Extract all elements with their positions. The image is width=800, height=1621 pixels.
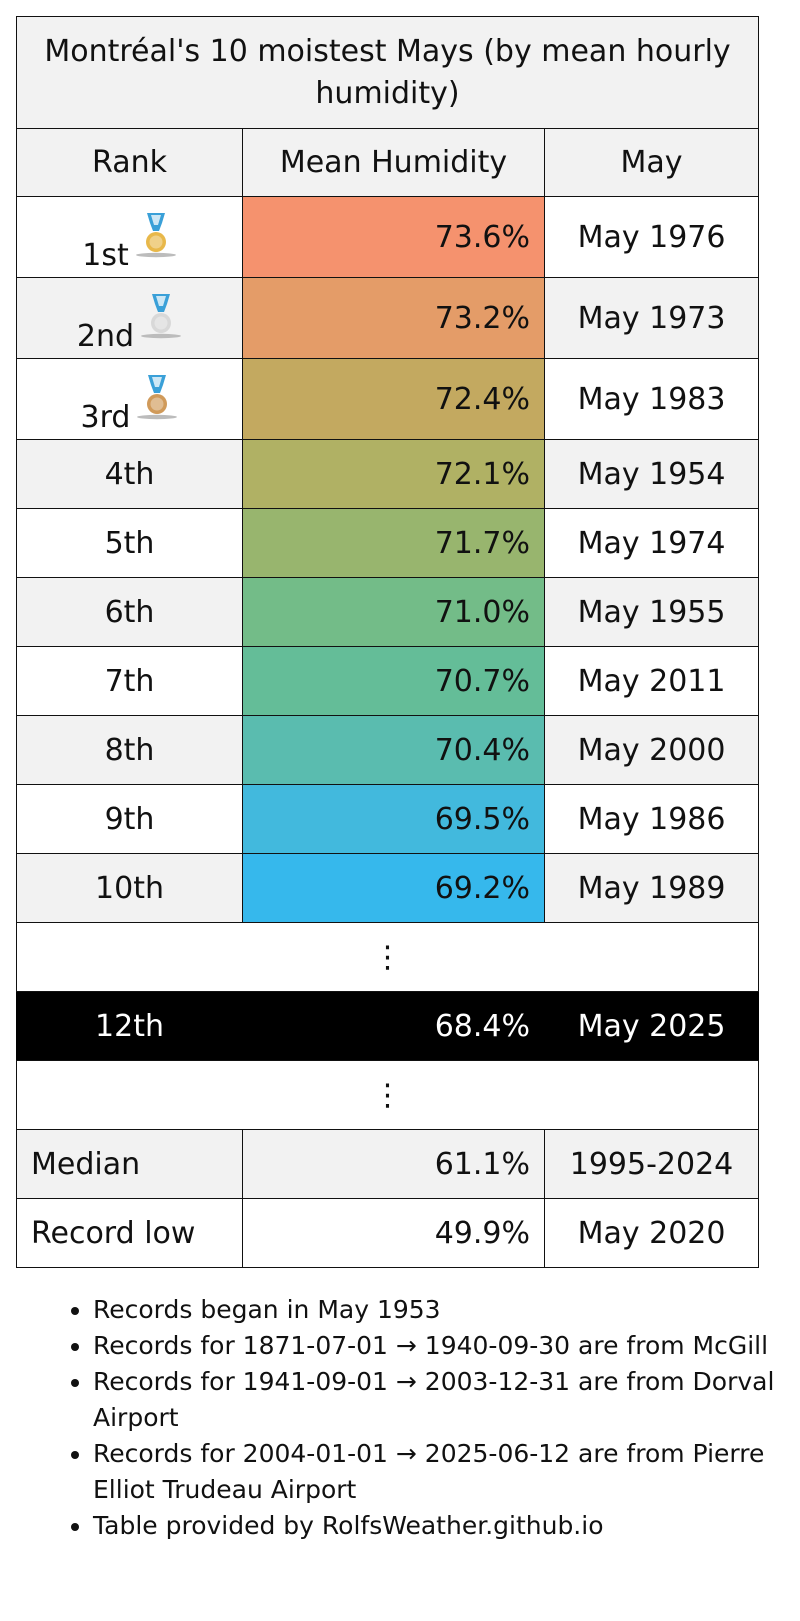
header-row: Rank Mean Humidity May	[16, 128, 760, 197]
rank-cell: 1st	[16, 196, 243, 278]
rank-cell: 6th	[16, 577, 243, 647]
rank-cell: 7th	[16, 646, 243, 716]
table-row: 1st 73.6% May 1976	[16, 196, 760, 278]
may-cell: May 1973	[543, 277, 760, 359]
may-cell: May 1976	[543, 196, 760, 278]
rank-cell: 8th	[16, 715, 243, 785]
median-label: Median	[16, 1129, 243, 1199]
rank-cell: 4th	[16, 439, 243, 509]
current-may: May 2025	[543, 991, 760, 1061]
humidity-cell: 73.6%	[242, 196, 545, 278]
note-item: Records for 2004-01-01 → 2025-06-12 are …	[93, 1436, 778, 1508]
humidity-cell: 70.7%	[242, 646, 545, 716]
rank-label: 2nd	[76, 319, 135, 354]
may-cell: May 1986	[543, 784, 760, 854]
note-item: Records for 1941-09-01 → 2003-12-31 are …	[93, 1364, 778, 1436]
gold-medal-icon	[135, 211, 177, 267]
rank-label: 3rd	[80, 400, 131, 435]
record-low-row: Record low 49.9% May 2020	[16, 1198, 760, 1268]
may-cell: May 2000	[543, 715, 760, 785]
humidity-cell: 71.0%	[242, 577, 545, 647]
may-cell: May 2011	[543, 646, 760, 716]
humidity-cell: 72.1%	[242, 439, 545, 509]
record-low-label: Record low	[16, 1198, 243, 1268]
rank-cell: 5th	[16, 508, 243, 578]
table-row: 9th 69.5% May 1986	[16, 784, 760, 854]
median-row: Median 61.1% 1995-2024	[16, 1129, 760, 1199]
current-year-row: 12th 68.4% May 2025	[16, 991, 760, 1061]
table-row: 7th 70.7% May 2011	[16, 646, 760, 716]
humidity-cell: 69.2%	[242, 853, 545, 923]
may-cell: May 1974	[543, 508, 760, 578]
rank-cell: 10th	[16, 853, 243, 923]
rank-cell: 9th	[16, 784, 243, 854]
humidity-cell: 73.2%	[242, 277, 545, 359]
table-title: Montréal's 10 moistest Mays (by mean hou…	[15, 16, 760, 129]
may-header: May	[543, 128, 760, 197]
current-rank: 12th	[16, 991, 243, 1061]
median-humidity: 61.1%	[242, 1129, 545, 1199]
humidity-cell: 69.5%	[242, 784, 545, 854]
humidity-cell: 72.4%	[242, 358, 545, 440]
current-humidity: 68.4%	[242, 991, 545, 1061]
silver-medal-icon	[140, 292, 182, 348]
table-row: 6th 71.0% May 1955	[16, 577, 760, 647]
humidity-cell: 70.4%	[242, 715, 545, 785]
note-item: Records began in May 1953	[93, 1292, 778, 1328]
ellipsis: ⋮	[15, 922, 760, 992]
median-period: 1995-2024	[543, 1129, 760, 1199]
may-cell: May 1954	[543, 439, 760, 509]
table-row: 8th 70.4% May 2000	[16, 715, 760, 785]
table-row: 3rd 72.4% May 1983	[16, 358, 760, 440]
may-cell: May 1983	[543, 358, 760, 440]
rank-cell: 2nd	[16, 277, 243, 359]
rank-cell: 3rd	[16, 358, 243, 440]
table-row: 4th 72.1% May 1954	[16, 439, 760, 509]
bronze-medal-icon	[136, 373, 178, 429]
table-row: 5th 71.7% May 1974	[16, 508, 760, 578]
rank-label: 1st	[82, 238, 129, 273]
humidity-ranking-table: Montréal's 10 moistest Mays (by mean hou…	[15, 16, 760, 1268]
humidity-header: Mean Humidity	[242, 128, 545, 197]
may-cell: May 1955	[543, 577, 760, 647]
may-cell: May 1989	[543, 853, 760, 923]
record-low-humidity: 49.9%	[242, 1198, 545, 1268]
record-low-may: May 2020	[543, 1198, 760, 1268]
table-row: 2nd 73.2% May 1973	[16, 277, 760, 359]
rank-header: Rank	[16, 128, 243, 197]
ellipsis-2: ⋮	[15, 1060, 760, 1130]
ellipsis-row: ⋮	[15, 922, 760, 992]
note-item: Table provided by RolfsWeather.github.io	[93, 1508, 778, 1544]
ellipsis-row-2: ⋮	[15, 1060, 760, 1130]
notes-list: Records began in May 1953 Records for 18…	[38, 1292, 778, 1544]
note-item: Records for 1871-07-01 → 1940-09-30 are …	[93, 1328, 778, 1364]
humidity-cell: 71.7%	[242, 508, 545, 578]
table-row: 10th 69.2% May 1989	[16, 853, 760, 923]
